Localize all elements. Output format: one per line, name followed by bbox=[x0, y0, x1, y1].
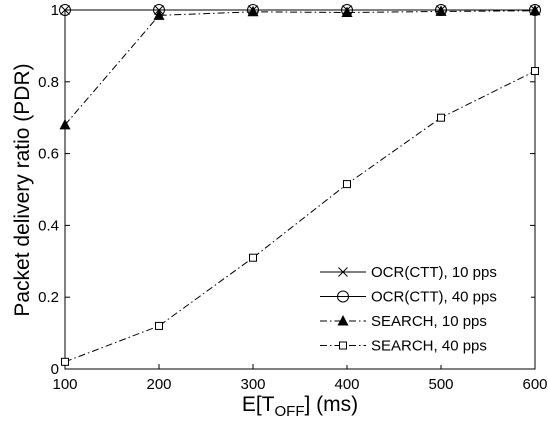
y-tick-label: 0.6 bbox=[38, 146, 59, 163]
series-3 bbox=[59, 4, 541, 130]
series-layer bbox=[59, 4, 541, 366]
x-axis-label-prefix: E[T bbox=[242, 393, 275, 416]
data-point-square bbox=[343, 180, 351, 189]
legend-entry-1: OCR(CTT), 10 pps bbox=[320, 264, 497, 281]
legend-label: SEARCH, 40 pps bbox=[371, 338, 487, 355]
x-tick-label: 300 bbox=[240, 376, 265, 393]
legend-entry-2: OCR(CTT), 40 pps bbox=[320, 289, 497, 306]
legend: OCR(CTT), 10 pps OCR(CTT), 40 pps SEARCH, … bbox=[313, 255, 531, 365]
series-2 bbox=[59, 4, 541, 16]
legend-marker-x bbox=[338, 267, 348, 277]
y-tick-label: 0 bbox=[51, 361, 59, 378]
data-point-circle bbox=[59, 4, 71, 16]
y-tick-label: 1 bbox=[51, 2, 59, 19]
legend-entry-3: SEARCH, 10 pps bbox=[320, 313, 487, 330]
legend-marker-square bbox=[339, 341, 347, 350]
series-4 bbox=[61, 67, 539, 366]
y-axis-label: Packet delivery ratio (PDR) bbox=[11, 63, 34, 316]
legend-label: SEARCH, 10 pps bbox=[371, 313, 487, 330]
legend-marker-triangle bbox=[337, 315, 349, 326]
x-tick-label: 500 bbox=[428, 376, 453, 393]
legend-label: OCR(CTT), 10 pps bbox=[371, 264, 497, 281]
data-point-square bbox=[437, 113, 445, 122]
data-point-triangle bbox=[153, 9, 165, 20]
x-tick-label: 200 bbox=[146, 376, 171, 393]
data-point-triangle bbox=[247, 5, 259, 17]
data-point-triangle bbox=[435, 5, 447, 16]
y-tick-label: 0.2 bbox=[38, 289, 59, 306]
x-axis-label-subscript: OFF bbox=[275, 403, 305, 420]
data-point-triangle bbox=[529, 4, 541, 16]
legend-entry-4: SEARCH, 40 pps bbox=[320, 338, 487, 355]
y-tick-label: 0.4 bbox=[38, 217, 59, 234]
data-point-triangle bbox=[341, 6, 353, 18]
data-point-square bbox=[155, 321, 163, 330]
axis-ticks: 100 200 300 400 500 600 0 0.2 0.4 0.6 0.8 1 bbox=[38, 2, 547, 393]
x-axis-label-suffix: ] (ms) bbox=[305, 393, 359, 416]
series-4-line bbox=[64, 70, 536, 363]
data-point-square bbox=[249, 253, 257, 262]
data-point-circle bbox=[529, 4, 541, 16]
legend-box bbox=[313, 255, 531, 365]
data-point-square bbox=[61, 357, 69, 366]
data-point-triangle bbox=[59, 118, 71, 130]
data-point-square bbox=[531, 67, 539, 76]
y-tick-label: 0.8 bbox=[38, 74, 59, 91]
series-3-line bbox=[64, 10, 536, 126]
x-tick-label: 100 bbox=[52, 376, 77, 393]
x-marker-stroke bbox=[338, 267, 348, 277]
x-tick-label: 400 bbox=[334, 376, 359, 393]
x-tick-label: 600 bbox=[522, 376, 547, 393]
legend-marker-circle bbox=[337, 290, 349, 303]
legend-label: OCR(CTT), 40 pps bbox=[371, 289, 497, 306]
x-axis-label: E[TOFF] (ms) bbox=[242, 393, 358, 420]
